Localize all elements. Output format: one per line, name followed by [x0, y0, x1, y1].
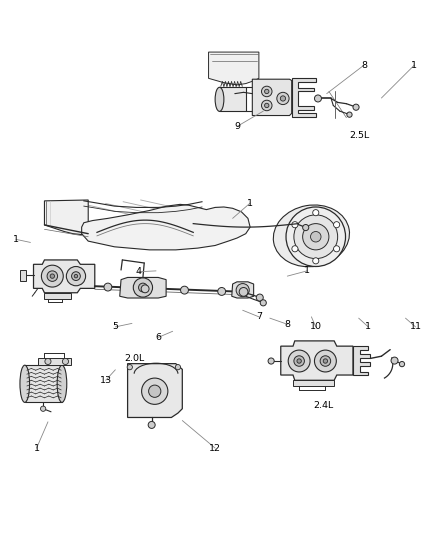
Circle shape: [390, 357, 397, 364]
Polygon shape: [120, 278, 166, 298]
Circle shape: [217, 287, 225, 295]
Circle shape: [260, 300, 266, 306]
Text: 4: 4: [135, 267, 141, 276]
Text: 1: 1: [410, 61, 416, 70]
Polygon shape: [127, 364, 182, 417]
Circle shape: [399, 361, 404, 367]
Ellipse shape: [215, 87, 223, 111]
Text: 5: 5: [112, 322, 118, 332]
Circle shape: [346, 112, 351, 117]
Text: 7: 7: [255, 312, 261, 321]
Circle shape: [312, 258, 318, 264]
Polygon shape: [252, 79, 291, 116]
Circle shape: [141, 285, 149, 293]
Text: 2.4L: 2.4L: [313, 401, 333, 410]
Circle shape: [314, 350, 336, 372]
Polygon shape: [352, 346, 370, 375]
Circle shape: [47, 271, 57, 281]
Circle shape: [236, 284, 249, 297]
Polygon shape: [25, 365, 62, 402]
Circle shape: [261, 86, 272, 96]
Polygon shape: [44, 200, 88, 235]
Ellipse shape: [273, 205, 349, 266]
Circle shape: [239, 287, 247, 296]
Text: 1: 1: [247, 199, 253, 207]
Ellipse shape: [57, 365, 67, 402]
Polygon shape: [43, 293, 71, 300]
Circle shape: [268, 358, 274, 364]
Text: 1: 1: [304, 266, 309, 276]
Text: 11: 11: [409, 322, 420, 332]
Ellipse shape: [20, 365, 29, 402]
Circle shape: [148, 422, 155, 429]
Circle shape: [50, 274, 54, 278]
Text: 12: 12: [208, 443, 221, 453]
Circle shape: [74, 274, 78, 278]
Circle shape: [148, 385, 160, 397]
Circle shape: [302, 224, 328, 250]
Circle shape: [127, 365, 132, 370]
Circle shape: [333, 222, 339, 228]
Circle shape: [319, 356, 330, 366]
Circle shape: [104, 283, 112, 291]
Circle shape: [261, 100, 272, 111]
Circle shape: [264, 89, 268, 94]
Text: 2.0L: 2.0L: [124, 354, 144, 363]
Text: 13: 13: [99, 376, 112, 385]
Polygon shape: [208, 52, 258, 85]
Circle shape: [333, 246, 339, 252]
Text: 1: 1: [13, 235, 19, 244]
Circle shape: [180, 286, 188, 294]
Circle shape: [296, 359, 300, 363]
Polygon shape: [280, 341, 352, 380]
Circle shape: [66, 266, 85, 286]
Circle shape: [280, 96, 285, 101]
Polygon shape: [292, 380, 333, 386]
Circle shape: [293, 215, 337, 259]
Circle shape: [288, 350, 309, 372]
Circle shape: [62, 358, 68, 365]
Text: 1: 1: [364, 322, 371, 332]
Circle shape: [175, 365, 180, 370]
Text: 1: 1: [33, 443, 39, 453]
Text: 8: 8: [360, 61, 366, 70]
Circle shape: [45, 358, 51, 365]
Circle shape: [71, 272, 80, 280]
Circle shape: [291, 246, 297, 252]
Circle shape: [133, 278, 152, 297]
Circle shape: [312, 209, 318, 216]
Polygon shape: [291, 78, 315, 117]
Text: 10: 10: [309, 322, 321, 332]
Text: 9: 9: [233, 122, 240, 131]
Circle shape: [141, 378, 167, 405]
Circle shape: [352, 104, 358, 110]
Polygon shape: [81, 204, 250, 250]
Circle shape: [41, 265, 63, 287]
Polygon shape: [219, 87, 245, 111]
Circle shape: [264, 103, 268, 108]
Circle shape: [256, 294, 263, 301]
Circle shape: [138, 283, 147, 292]
Text: 2.5L: 2.5L: [349, 131, 369, 140]
Circle shape: [293, 356, 304, 366]
Circle shape: [322, 359, 327, 363]
Polygon shape: [20, 270, 26, 280]
Polygon shape: [38, 358, 71, 365]
Text: 8: 8: [284, 320, 290, 329]
Circle shape: [276, 92, 288, 104]
Polygon shape: [231, 282, 253, 298]
Circle shape: [310, 231, 320, 242]
Circle shape: [40, 406, 46, 411]
Circle shape: [314, 95, 321, 102]
Polygon shape: [33, 260, 95, 293]
Text: 6: 6: [155, 333, 161, 342]
Circle shape: [286, 207, 345, 266]
Circle shape: [291, 222, 297, 228]
Circle shape: [302, 224, 308, 231]
